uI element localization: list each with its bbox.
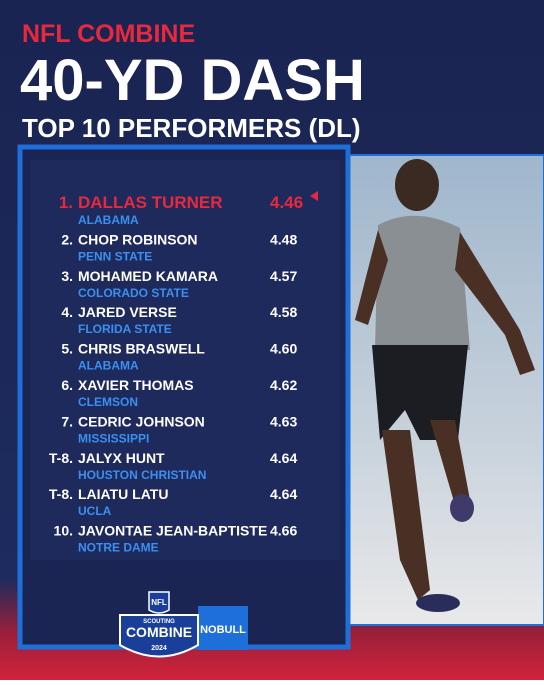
subtitle: TOP 10 PERFORMERS (DL): [22, 113, 361, 143]
player-name: JAVONTAE JEAN-BAPTISTE: [78, 523, 267, 539]
time: 4.57: [270, 268, 297, 284]
logo-event: COMBINE: [126, 624, 192, 640]
title: 40-YD DASH: [20, 48, 365, 113]
time: 4.46: [270, 193, 303, 212]
rank: T-8.: [49, 486, 73, 502]
rank: 4.: [61, 304, 73, 320]
rank: 5.: [61, 341, 73, 357]
rank: 10.: [54, 523, 73, 539]
logo: NOBULL NFL SCOUTING COMBINE 2024: [119, 591, 248, 658]
photo: [347, 154, 544, 626]
logo-event-top: SCOUTING: [143, 619, 175, 625]
school: COLORADO STATE: [78, 286, 189, 300]
player-name: JALYX HUNT: [78, 450, 165, 466]
school: PENN STATE: [78, 249, 152, 263]
player-name: XAVIER THOMAS: [78, 377, 194, 393]
school: MISSISSIPPI: [78, 431, 149, 445]
player-name: CHOP ROBINSON: [78, 231, 198, 247]
rank: 2.: [61, 231, 73, 247]
rank: 6.: [61, 377, 73, 393]
player-name: DALLAS TURNER: [78, 193, 223, 212]
school: ALABAMA: [78, 359, 139, 373]
time: 4.64: [270, 486, 297, 502]
logo-league: NFL: [151, 598, 167, 607]
school: UCLA: [78, 504, 112, 518]
school: NOTRE DAME: [78, 541, 159, 555]
rank: 3.: [61, 268, 73, 284]
school: HOUSTON CHRISTIAN: [78, 468, 206, 482]
time: 4.58: [270, 304, 297, 320]
time: 4.66: [270, 523, 297, 539]
time: 4.63: [270, 413, 297, 429]
player-name: MOHAMED KAMARA: [78, 268, 218, 284]
time: 4.64: [270, 450, 297, 466]
time: 4.60: [270, 341, 297, 357]
time: 4.62: [270, 377, 297, 393]
leader-marker: [310, 191, 318, 201]
player-name: CEDRIC JOHNSON: [78, 413, 205, 429]
school: CLEMSON: [78, 395, 138, 409]
rank: T-8.: [49, 450, 73, 466]
player-name: CHRIS BRASWELL: [78, 341, 205, 357]
logo-sponsor: NOBULL: [200, 624, 246, 636]
player-name: JARED VERSE: [78, 304, 177, 320]
time: 4.48: [270, 231, 297, 247]
kicker: NFL COMBINE: [22, 20, 195, 48]
player-name: LAIATU LATU: [78, 486, 168, 502]
rank: 1.: [59, 193, 73, 212]
table-inner: [30, 160, 340, 560]
school: ALABAMA: [78, 213, 139, 227]
logo-year: 2024: [151, 645, 167, 652]
school: FLORIDA STATE: [78, 322, 172, 336]
rank: 7.: [61, 413, 73, 429]
